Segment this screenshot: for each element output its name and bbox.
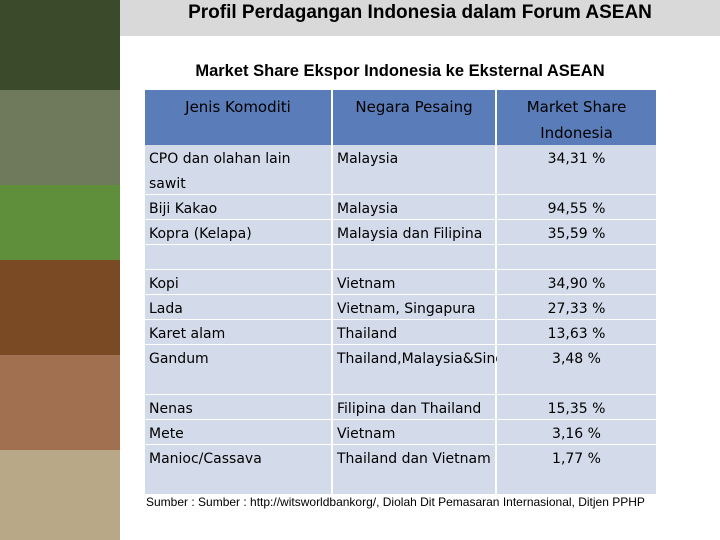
- competitor-cell: Thailand,Malaysia&Singapura: [333, 345, 545, 395]
- share-cell: 27,33 %: [497, 295, 658, 320]
- commodity-cell: Kopra (Kelapa): [145, 220, 333, 245]
- empty-cell: [333, 245, 497, 270]
- competitor-cell: Vietnam, Singapura: [333, 295, 497, 320]
- share-cell: 3,16 %: [497, 420, 658, 445]
- commodity-cell: Kopi: [145, 270, 333, 295]
- share-cell: 1,77 %: [497, 445, 658, 495]
- title: Profil Perdagangan Indonesia dalam Forum…: [188, 2, 652, 23]
- competitor-cell: Vietnam: [333, 420, 497, 445]
- header-cell: Market Share Indonesia: [497, 90, 658, 145]
- photo-cocoa: [0, 355, 120, 450]
- competitor-cell: Malaysia dan Filipina: [333, 220, 497, 245]
- competitor-cell: Thailand dan Vietnam: [333, 445, 497, 495]
- commodity-cell: Karet alam: [145, 320, 333, 345]
- commodity-cell: Mete: [145, 420, 333, 445]
- empty-cell: [497, 245, 658, 270]
- source: Sumber : Sumber : http://witsworldbankor…: [146, 495, 645, 509]
- title-bar: [120, 0, 720, 36]
- empty-cell: [145, 245, 333, 270]
- photo-cassava: [0, 450, 120, 540]
- commodity-cell: Nenas: [145, 395, 333, 420]
- competitor-cell: Vietnam: [333, 270, 497, 295]
- header-cell: Negara Pesaing: [333, 90, 497, 145]
- commodity-cell: Gandum: [145, 345, 333, 395]
- share-cell: 13,63 %: [497, 320, 658, 345]
- share-cell: 34,31 %: [497, 145, 658, 195]
- competitor-cell: Thailand: [333, 320, 497, 345]
- competitor-cell: Malaysia: [333, 195, 497, 220]
- subtitle: Market Share Ekspor Indonesia ke Ekstern…: [195, 62, 605, 80]
- photo-field: [0, 185, 120, 260]
- share-cell: 3,48 %: [497, 345, 658, 395]
- share-cell: 15,35 %: [497, 395, 658, 420]
- photo-rubber: [0, 90, 120, 185]
- photo-beans: [0, 260, 120, 355]
- share-cell: 35,59 %: [497, 220, 658, 245]
- commodity-cell: CPO dan olahan lain sawit: [145, 145, 333, 195]
- photo-palm: [0, 0, 120, 90]
- commodity-cell: Lada: [145, 295, 333, 320]
- competitor-cell: Malaysia: [333, 145, 497, 195]
- commodity-cell: Manioc/Cassava: [145, 445, 333, 495]
- share-cell: 94,55 %: [497, 195, 658, 220]
- share-cell: 34,90 %: [497, 270, 658, 295]
- header-cell: Jenis Komoditi: [145, 90, 333, 145]
- commodity-cell: Biji Kakao: [145, 195, 333, 220]
- competitor-cell: Filipina dan Thailand: [333, 395, 497, 420]
